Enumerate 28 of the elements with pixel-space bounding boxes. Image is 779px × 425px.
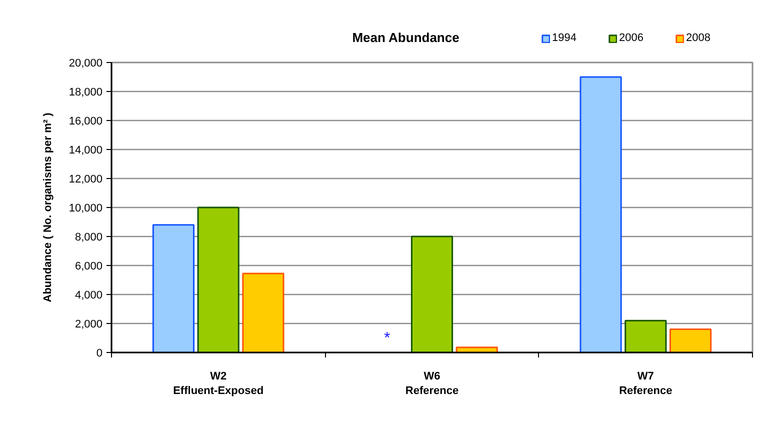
y-tick-label: 6,000: [74, 260, 103, 272]
y-tick-label: 4,000: [74, 290, 103, 302]
bar: [410, 236, 454, 352]
bar: [624, 320, 667, 352]
y-tick-label: 2,000: [74, 318, 103, 330]
bar: [197, 206, 240, 352]
y-tick-label: 12,000: [68, 174, 103, 186]
y-tick-label: 16,000: [68, 116, 103, 128]
y-tick-label: 18,000: [68, 86, 103, 98]
bar: [580, 76, 622, 352]
y-axis-title: Abundance ( No. organisms per m² ): [42, 112, 54, 302]
bar: [456, 346, 498, 352]
y-tick-label: 14,000: [68, 144, 103, 156]
x-tick-label: W2 Effluent-Exposed: [173, 370, 264, 397]
bar: [242, 272, 284, 352]
bar: [669, 328, 712, 352]
y-tick-label: 0: [96, 348, 103, 360]
bar: [152, 224, 195, 352]
chart-title: Mean Abundance: [352, 30, 460, 45]
y-tick-label: 20,000: [68, 58, 103, 70]
legend-label: 2008: [686, 32, 712, 44]
annotation: *: [384, 330, 390, 347]
legend-label: 2006: [619, 32, 644, 44]
y-tick-label: 8,000: [74, 232, 103, 244]
y-tick-label: 10,000: [68, 202, 103, 214]
legend-label: 1994: [552, 32, 578, 44]
x-tick-label: W6 Reference: [405, 370, 459, 397]
x-tick-label: W7 Reference: [619, 370, 672, 397]
